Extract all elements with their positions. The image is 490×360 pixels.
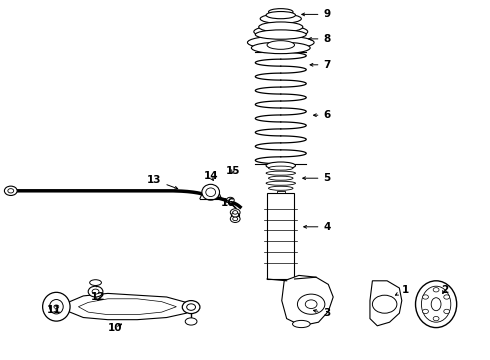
Text: 15: 15 xyxy=(225,166,240,176)
Circle shape xyxy=(433,316,439,321)
Text: 2: 2 xyxy=(441,285,448,295)
Polygon shape xyxy=(64,293,191,320)
Text: 16: 16 xyxy=(220,198,235,208)
Circle shape xyxy=(444,295,450,299)
Text: 9: 9 xyxy=(302,9,331,19)
Text: 14: 14 xyxy=(203,171,218,181)
Ellipse shape xyxy=(269,176,293,180)
Ellipse shape xyxy=(266,162,295,169)
Polygon shape xyxy=(78,299,176,315)
Circle shape xyxy=(230,215,240,222)
Text: 3: 3 xyxy=(314,308,331,318)
Ellipse shape xyxy=(260,14,301,23)
Circle shape xyxy=(8,189,14,193)
Ellipse shape xyxy=(266,12,295,19)
Ellipse shape xyxy=(206,188,216,197)
Ellipse shape xyxy=(202,184,220,200)
Circle shape xyxy=(233,217,238,221)
Text: 1: 1 xyxy=(395,285,409,295)
Text: 10: 10 xyxy=(108,323,122,333)
Text: 13: 13 xyxy=(147,175,178,189)
Circle shape xyxy=(54,305,59,309)
Ellipse shape xyxy=(269,9,293,15)
Circle shape xyxy=(422,295,428,299)
Ellipse shape xyxy=(49,300,63,314)
Circle shape xyxy=(226,197,234,203)
Circle shape xyxy=(297,294,325,314)
Circle shape xyxy=(88,286,103,297)
Ellipse shape xyxy=(90,280,101,285)
Ellipse shape xyxy=(259,22,303,32)
Ellipse shape xyxy=(251,42,310,54)
Polygon shape xyxy=(370,281,402,326)
Ellipse shape xyxy=(269,166,293,170)
Polygon shape xyxy=(282,275,333,326)
Text: 4: 4 xyxy=(304,222,331,232)
Ellipse shape xyxy=(269,186,293,190)
Text: 12: 12 xyxy=(91,292,105,302)
Ellipse shape xyxy=(247,36,314,49)
Ellipse shape xyxy=(266,181,295,185)
Ellipse shape xyxy=(416,281,457,328)
Circle shape xyxy=(4,186,17,195)
Ellipse shape xyxy=(267,41,294,49)
Ellipse shape xyxy=(43,292,70,321)
Circle shape xyxy=(422,309,428,314)
Circle shape xyxy=(433,288,439,292)
Circle shape xyxy=(230,209,240,216)
Ellipse shape xyxy=(431,298,441,311)
Ellipse shape xyxy=(293,320,310,328)
Ellipse shape xyxy=(254,26,308,38)
Text: 5: 5 xyxy=(303,173,331,183)
Ellipse shape xyxy=(266,171,295,175)
Circle shape xyxy=(372,295,397,313)
Circle shape xyxy=(92,289,99,294)
Circle shape xyxy=(233,211,238,214)
Text: 7: 7 xyxy=(310,60,331,70)
Text: 8: 8 xyxy=(309,34,331,44)
Circle shape xyxy=(305,300,317,309)
Circle shape xyxy=(444,309,450,314)
Circle shape xyxy=(232,212,239,217)
Ellipse shape xyxy=(421,286,451,322)
Circle shape xyxy=(182,301,200,314)
Circle shape xyxy=(187,304,196,310)
Ellipse shape xyxy=(255,30,306,39)
Text: 11: 11 xyxy=(47,305,61,315)
Ellipse shape xyxy=(185,318,197,325)
Bar xyxy=(267,193,294,279)
Text: 6: 6 xyxy=(314,110,331,120)
